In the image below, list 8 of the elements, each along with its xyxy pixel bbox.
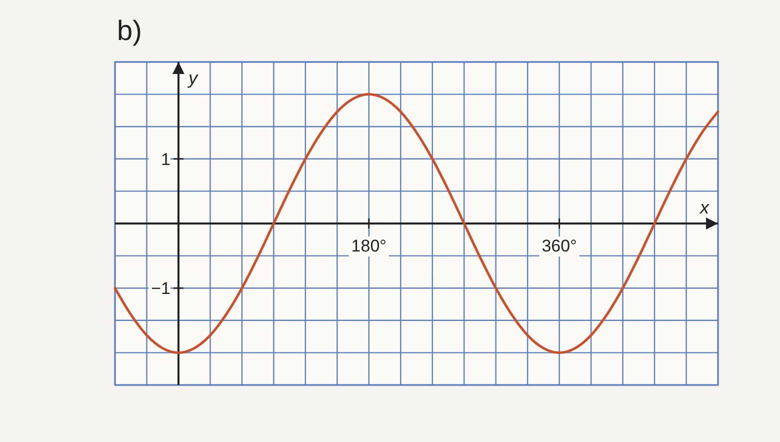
x-tick-label: 360° xyxy=(542,236,577,256)
x-axis-title: x xyxy=(699,198,710,218)
y-axis-title: y xyxy=(186,68,198,88)
y-tick-label: −1 xyxy=(151,279,170,298)
y-tick-label: 1 xyxy=(161,150,170,169)
chart-title: b) xyxy=(117,15,142,46)
x-tick-label: 180° xyxy=(351,236,386,256)
line-series xyxy=(114,93,720,354)
